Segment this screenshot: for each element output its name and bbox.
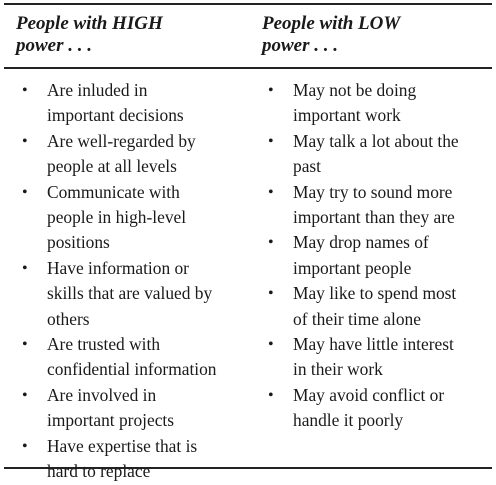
list-item: • May avoid conflict or handle it poorly: [262, 383, 490, 434]
low-power-list: • May not be doing important work • May talk…: [262, 78, 490, 434]
bullet-icon: •: [268, 180, 274, 205]
list-item-text: Are inluded in: [47, 78, 256, 103]
list-item-text: May not be doing: [293, 78, 490, 103]
list-item-text: people at all levels: [47, 154, 256, 179]
list-item-text: May have little interest: [293, 332, 490, 357]
list-item: • Communicate with people in high-level pos…: [16, 180, 256, 256]
list-item: • May talk a lot about the past: [262, 129, 490, 180]
bullet-icon: •: [268, 78, 274, 103]
list-item: • May drop names of important people: [262, 230, 490, 281]
list-item-text: Communicate with: [47, 180, 256, 205]
list-item-text: Are involved in: [47, 383, 256, 408]
bullet-icon: •: [268, 230, 274, 255]
bullet-icon: •: [268, 129, 274, 154]
bullet-icon: •: [22, 332, 28, 357]
list-item: • Are inluded in important decisions: [16, 78, 256, 129]
list-item-text: important than they are: [293, 205, 490, 230]
list-item-text: people in high-level: [47, 205, 256, 230]
list-item-text: Are well-regarded by: [47, 129, 256, 154]
bullet-icon: •: [268, 383, 274, 408]
header-line: power . . .: [16, 35, 246, 57]
list-item: • Are trusted with confidential informatio…: [16, 332, 256, 383]
high-power-list: • Are inluded in important decisions • Are w…: [16, 78, 256, 485]
list-item: • May try to sound more important than the…: [262, 180, 490, 231]
list-item: • May like to spend most of their time alo…: [262, 281, 490, 332]
list-item-text: important people: [293, 256, 490, 281]
list-item-text: confidential information: [47, 357, 256, 382]
list-item: • Have expertise that is hard to replace: [16, 434, 256, 485]
list-item-text: handle it poorly: [293, 408, 490, 433]
header-line: People with LOW: [262, 13, 487, 35]
list-item-text: May like to spend most: [293, 281, 490, 306]
list-item-text: May avoid conflict or: [293, 383, 490, 408]
bullet-icon: •: [22, 434, 28, 459]
list-item-text: others: [47, 307, 256, 332]
header-line: People with HIGH: [16, 13, 246, 35]
list-item-text: in their work: [293, 357, 490, 382]
list-item-text: hard to replace: [47, 459, 256, 484]
list-item-text: important projects: [47, 408, 256, 433]
list-item-text: past: [293, 154, 490, 179]
list-item-text: important decisions: [47, 103, 256, 128]
list-item-text: May try to sound more: [293, 180, 490, 205]
list-item: • May have little interest in their work: [262, 332, 490, 383]
header-low-power: People with LOW power . . .: [262, 13, 487, 57]
list-item-text: important work: [293, 103, 490, 128]
header-line: power . . .: [262, 35, 487, 57]
list-item-text: skills that are valued by: [47, 281, 256, 306]
bullet-icon: •: [22, 78, 28, 103]
bullet-icon: •: [22, 129, 28, 154]
list-item-text: Have information or: [47, 256, 256, 281]
list-item-text: Have expertise that is: [47, 434, 256, 459]
list-item: • Have information or skills that are valu…: [16, 256, 256, 332]
list-item-text: of their time alone: [293, 307, 490, 332]
bullet-icon: •: [268, 281, 274, 306]
list-item: • Are well-regarded by people at all level…: [16, 129, 256, 180]
header-high-power: People with HIGH power . . .: [16, 13, 246, 57]
table-header: People with HIGH power . . . People with…: [4, 5, 492, 69]
list-item-text: May talk a lot about the: [293, 129, 490, 154]
list-item-text: May drop names of: [293, 230, 490, 255]
bullet-icon: •: [22, 180, 28, 205]
bullet-icon: •: [22, 383, 28, 408]
bullet-icon: •: [268, 332, 274, 357]
list-item-text: Are trusted with: [47, 332, 256, 357]
list-item-text: positions: [47, 230, 256, 255]
list-item: • May not be doing important work: [262, 78, 490, 129]
power-comparison-table: People with HIGH power . . . People with…: [4, 3, 492, 469]
bullet-icon: •: [22, 256, 28, 281]
list-item: • Are involved in important projects: [16, 383, 256, 434]
